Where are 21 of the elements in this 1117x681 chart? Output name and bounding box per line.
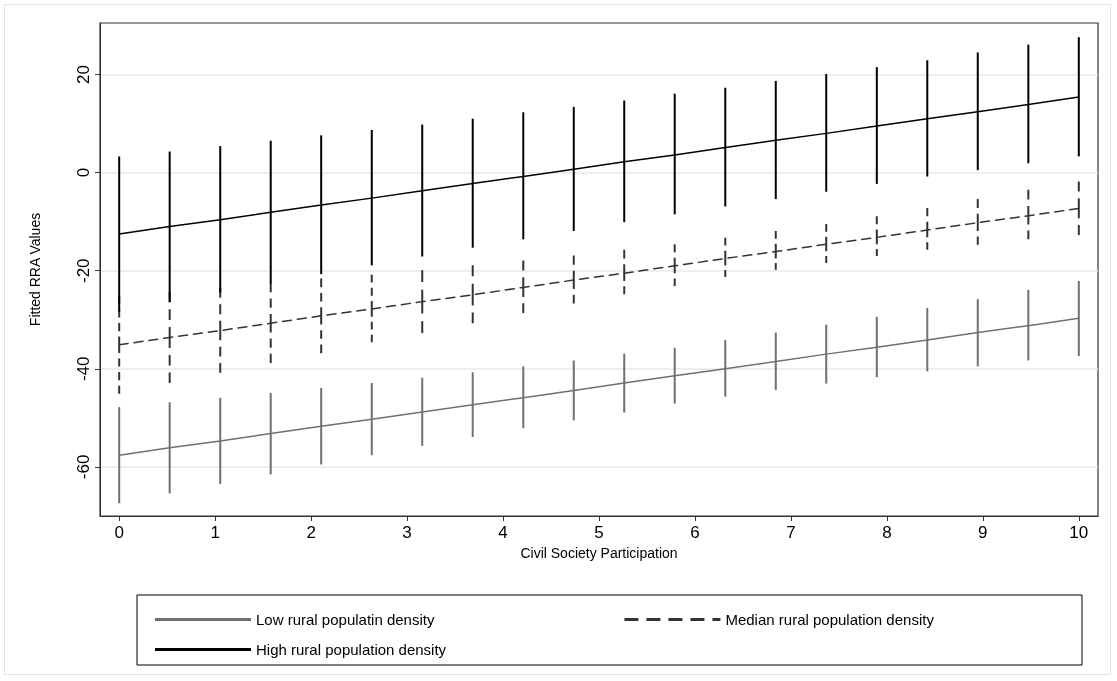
x-tick-label: 6 [690, 523, 700, 542]
legend-label: Median rural population density [725, 611, 935, 628]
y-tick-label: 0 [74, 167, 93, 178]
x-tick-label: 9 [978, 523, 988, 542]
y-tick-label: -20 [74, 258, 93, 284]
y-tick-label: 20 [74, 65, 93, 84]
x-tick-label: 0 [114, 523, 124, 542]
x-tick-label: 10 [1069, 523, 1089, 542]
x-tick-label: 8 [882, 523, 892, 542]
x-tick-label: 7 [786, 523, 796, 542]
x-tick-label: 4 [498, 523, 508, 542]
x-tick-label: 3 [402, 523, 412, 542]
x-axis-title: Civil Society Participation [520, 544, 678, 561]
y-tick-label: -60 [74, 454, 93, 480]
legend-label: High rural population density [256, 641, 447, 658]
y-tick-label: -40 [74, 356, 93, 382]
legend-label: Low rural populatin density [256, 611, 435, 628]
x-tick-label: 1 [210, 523, 220, 542]
x-tick-label: 5 [594, 523, 604, 542]
x-tick-label: 2 [306, 523, 316, 542]
y-axis-title: Fitted RRA Values [27, 212, 43, 327]
